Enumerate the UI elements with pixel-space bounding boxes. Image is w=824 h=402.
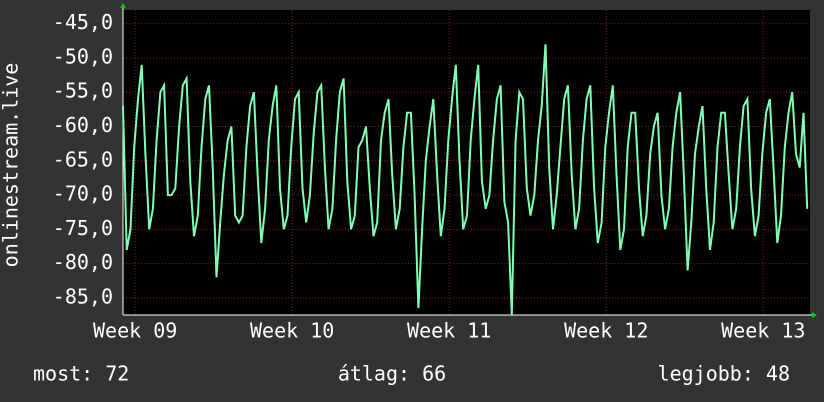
stat-average: átlag: 66 bbox=[338, 362, 446, 386]
y-tick-label: -75,0 bbox=[53, 216, 113, 240]
x-tick-label: Week 09 bbox=[93, 319, 177, 343]
axis-arrow bbox=[120, 3, 126, 8]
x-tick-label: Week 13 bbox=[721, 319, 805, 343]
y-tick-label: -55,0 bbox=[53, 79, 113, 103]
y-tick-label: -65,0 bbox=[53, 147, 113, 171]
y-tick-label: -50,0 bbox=[53, 44, 113, 68]
stat-current: most: 72 bbox=[33, 362, 129, 386]
stat-best: legjobb: 48 bbox=[658, 362, 790, 386]
y-tick-label: -60,0 bbox=[53, 113, 113, 137]
y-axis-label: onlinestream.live bbox=[0, 63, 23, 268]
y-tick-label: -70,0 bbox=[53, 182, 113, 206]
y-tick-label: -80,0 bbox=[53, 250, 113, 274]
x-tick-label: Week 10 bbox=[250, 319, 334, 343]
x-tick-label: Week 11 bbox=[407, 319, 491, 343]
data-line bbox=[122, 44, 809, 316]
x-tick-label: Week 12 bbox=[564, 319, 648, 343]
axis-arrow bbox=[812, 312, 817, 318]
y-tick-label: -45,0 bbox=[53, 10, 113, 34]
y-tick-label: -85,0 bbox=[53, 284, 113, 308]
